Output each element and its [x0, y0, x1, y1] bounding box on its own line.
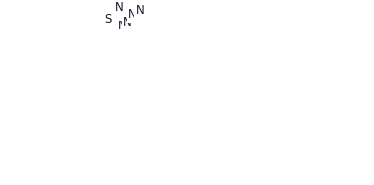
Text: N: N: [128, 8, 137, 21]
Text: N: N: [113, 6, 122, 19]
Text: N: N: [117, 11, 126, 24]
Text: S: S: [104, 13, 112, 26]
Text: N: N: [117, 19, 126, 32]
Text: N: N: [126, 13, 134, 26]
Text: N: N: [123, 16, 132, 29]
Text: N: N: [135, 4, 144, 17]
Text: N: N: [115, 1, 124, 14]
